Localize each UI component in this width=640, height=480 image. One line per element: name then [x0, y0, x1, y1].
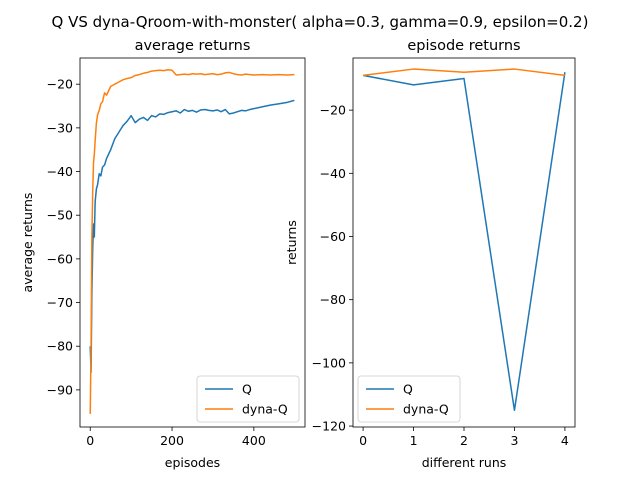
- y-tick-label: −60: [47, 251, 73, 266]
- x-tick-label: 0: [86, 433, 94, 448]
- y-tick-label: −40: [320, 166, 346, 181]
- x-tick-label: 0: [359, 433, 367, 448]
- y-tick-label: −80: [320, 292, 346, 307]
- legend-box: [357, 375, 461, 423]
- y-tick-label: −90: [47, 382, 73, 397]
- subplot-title: average returns: [135, 38, 251, 54]
- x-tick-label: 400: [242, 433, 266, 448]
- x-tick-label: 200: [160, 433, 184, 448]
- left-subplot-average-returns: average returns 0 200 400 −90 −80 −70 −60 −50 −40…: [20, 38, 306, 470]
- x-tick-label: 4: [561, 433, 569, 448]
- y-tick-label: −80: [47, 339, 73, 354]
- series-line-dyna-q: [362, 68, 566, 77]
- legend-label-dyna-q: dyna-Q: [403, 402, 449, 417]
- y-tick-label: −120: [312, 419, 346, 434]
- subplot-title: episode returns: [407, 38, 520, 54]
- y-tick-label: −30: [47, 120, 73, 135]
- series-line-dyna-q: [89, 69, 295, 414]
- y-axis-label: returns: [284, 220, 299, 265]
- right-subplot-episode-returns: episode returns 0 1 2 3 4 −120 −100 −80 −60 −40 −20…: [284, 38, 576, 470]
- y-tick-label: −70: [47, 295, 73, 310]
- legend-label-dyna-q: dyna-Q: [242, 402, 288, 417]
- y-tick-label: −20: [320, 103, 346, 118]
- x-axis-label: episodes: [165, 455, 220, 470]
- legend-label-q: Q: [403, 382, 413, 397]
- y-tick-label: −50: [47, 208, 73, 223]
- y-tick-label: −100: [312, 355, 346, 370]
- axes-frame: [79, 57, 306, 428]
- legend-label-q: Q: [242, 382, 252, 397]
- x-axis-label: different runs: [422, 455, 507, 470]
- x-tick-label: 3: [510, 433, 518, 448]
- y-tick-label: −40: [47, 164, 73, 179]
- x-tick-label: 1: [410, 433, 418, 448]
- legend-box: [196, 375, 300, 423]
- series-line-q: [362, 72, 566, 412]
- y-axis-label: average returns: [20, 193, 35, 293]
- y-tick-label: −60: [320, 229, 346, 244]
- figure-suptitle: Q VS dyna-Qroom-with-monster( alpha=0.3,…: [52, 13, 589, 31]
- series-line-q: [89, 99, 295, 374]
- x-tick-label: 2: [460, 433, 468, 448]
- y-tick-label: −20: [47, 77, 73, 92]
